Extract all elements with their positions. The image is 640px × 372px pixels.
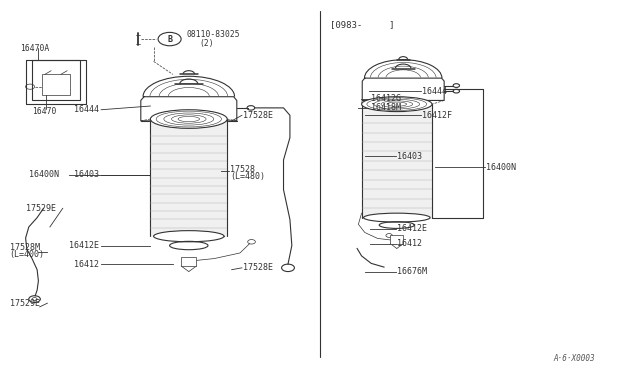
Text: 16412E: 16412E [69,241,99,250]
Text: 16412: 16412 [397,239,422,248]
Text: 16403: 16403 [74,170,99,179]
Text: 16470: 16470 [32,107,56,116]
Text: 16412F: 16412F [422,111,452,120]
Ellipse shape [154,231,224,242]
Text: 16412E: 16412E [397,224,427,233]
Ellipse shape [364,213,430,222]
Text: 16412: 16412 [74,260,99,269]
Text: 17529E: 17529E [10,299,40,308]
Text: 16400N: 16400N [486,163,516,172]
Text: 17528E: 17528E [243,111,273,120]
Text: 17528M: 17528M [10,243,40,252]
Text: (L=400): (L=400) [10,250,45,259]
Polygon shape [141,97,237,121]
FancyBboxPatch shape [42,74,70,95]
Text: A·6·X0003: A·6·X0003 [554,354,595,363]
Text: 16444: 16444 [74,105,99,114]
FancyBboxPatch shape [32,60,80,100]
Text: [0983-     ]: [0983- ] [330,20,394,29]
Text: 16676M: 16676M [397,267,427,276]
Text: 16400N: 16400N [29,170,59,179]
Text: 17528E: 17528E [243,263,273,272]
Polygon shape [362,104,432,218]
Ellipse shape [150,110,227,128]
Text: 17529E: 17529E [26,204,56,213]
Ellipse shape [362,97,432,112]
Text: 16444: 16444 [422,87,447,96]
Text: 16470A: 16470A [20,44,50,53]
Text: (2): (2) [199,39,214,48]
Text: 16412G: 16412G [371,94,401,103]
Text: 17528: 17528 [230,165,255,174]
Polygon shape [362,78,444,100]
FancyBboxPatch shape [181,257,196,266]
Text: B: B [167,35,172,44]
Text: 08110-83025: 08110-83025 [186,30,240,39]
Text: 16403: 16403 [397,152,422,161]
Text: 16418M: 16418M [371,103,401,112]
Polygon shape [150,119,227,236]
Text: (L=480): (L=480) [230,172,266,181]
FancyBboxPatch shape [390,235,403,244]
